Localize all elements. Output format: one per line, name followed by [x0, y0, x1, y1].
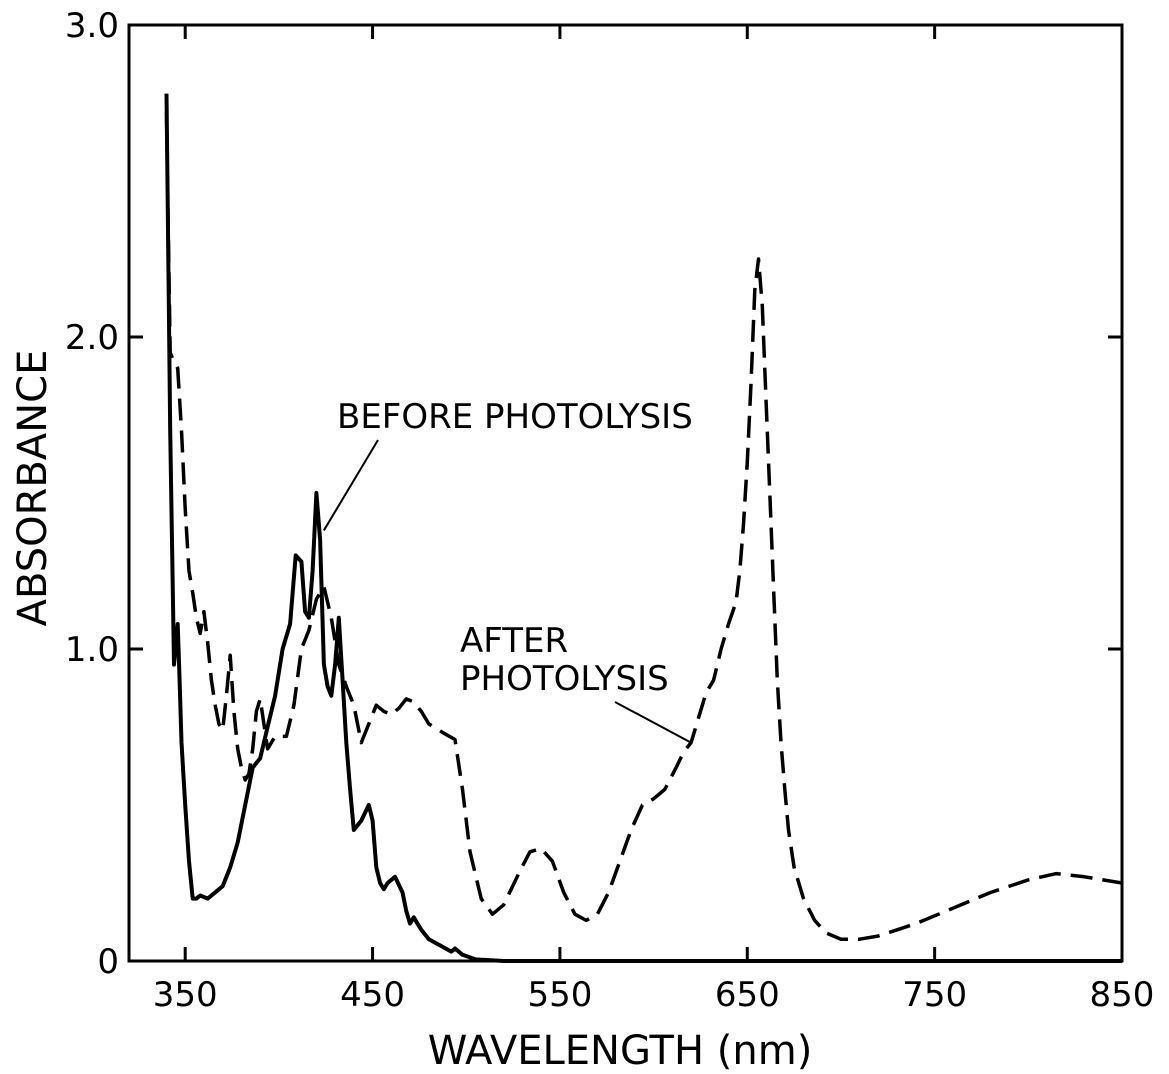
x-tick-label: 550 — [527, 975, 592, 1015]
x-axis-ticks: 350 450 550 650 750 850 — [153, 25, 1155, 1015]
plot-frame — [127, 23, 1124, 963]
x-tick-label: 350 — [153, 975, 218, 1015]
x-tick-label: 450 — [340, 975, 405, 1015]
x-axis-title: WAVELENGTH (nm) — [428, 1028, 813, 1074]
x-tick-label: 650 — [715, 975, 780, 1015]
x-tick-label: 850 — [1090, 975, 1155, 1015]
y-tick-label: 3.0 — [65, 6, 119, 46]
annotation-after-pointer — [614, 701, 692, 744]
annotation-after-line2: PHOTOLYSIS — [460, 659, 669, 699]
annotation-after-line1: AFTER — [460, 621, 568, 661]
annotation-before-photolysis: BEFORE PHOTOLYSIS — [337, 397, 693, 437]
x-tick-label: 750 — [902, 975, 967, 1015]
y-axis-title: ABSORBANCE — [10, 350, 56, 627]
series-line-dashed — [164, 112, 1123, 941]
y-axis-ticks: 0 1.0 2.0 3.0 — [65, 6, 1122, 982]
y-tick-label: 1.0 — [65, 630, 119, 670]
series-line-solid — [164, 93, 1122, 963]
annotation-before-pointer — [322, 439, 379, 531]
y-tick-label: 2.0 — [65, 318, 119, 358]
y-tick-label: 0 — [97, 942, 119, 982]
series-layer — [164, 93, 1123, 963]
